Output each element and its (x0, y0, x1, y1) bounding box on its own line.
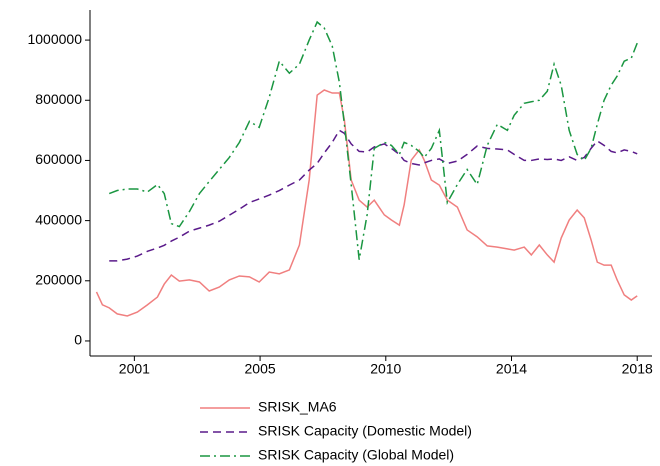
y-tick-label: 400000 (35, 211, 82, 227)
x-tick-label: 2014 (496, 361, 527, 377)
y-tick-label: 800000 (35, 91, 82, 107)
legend-label: SRISK_MA6 (258, 399, 337, 415)
x-tick-label: 2018 (622, 361, 653, 377)
legend-label: SRISK Capacity (Domestic Model) (258, 423, 472, 439)
y-tick-label: 600000 (35, 151, 82, 167)
x-tick-label: 2005 (245, 361, 276, 377)
series-line (95, 89, 638, 317)
series-line (108, 20, 638, 260)
y-tick-label: 200000 (35, 271, 82, 287)
x-tick-label: 2010 (370, 361, 401, 377)
y-tick-label: 1000000 (27, 31, 82, 47)
y-tick-label: 0 (74, 332, 82, 348)
x-tick-label: 2001 (119, 361, 150, 377)
series-line (109, 129, 638, 262)
legend-label: SRISK Capacity (Global Model) (258, 447, 454, 463)
